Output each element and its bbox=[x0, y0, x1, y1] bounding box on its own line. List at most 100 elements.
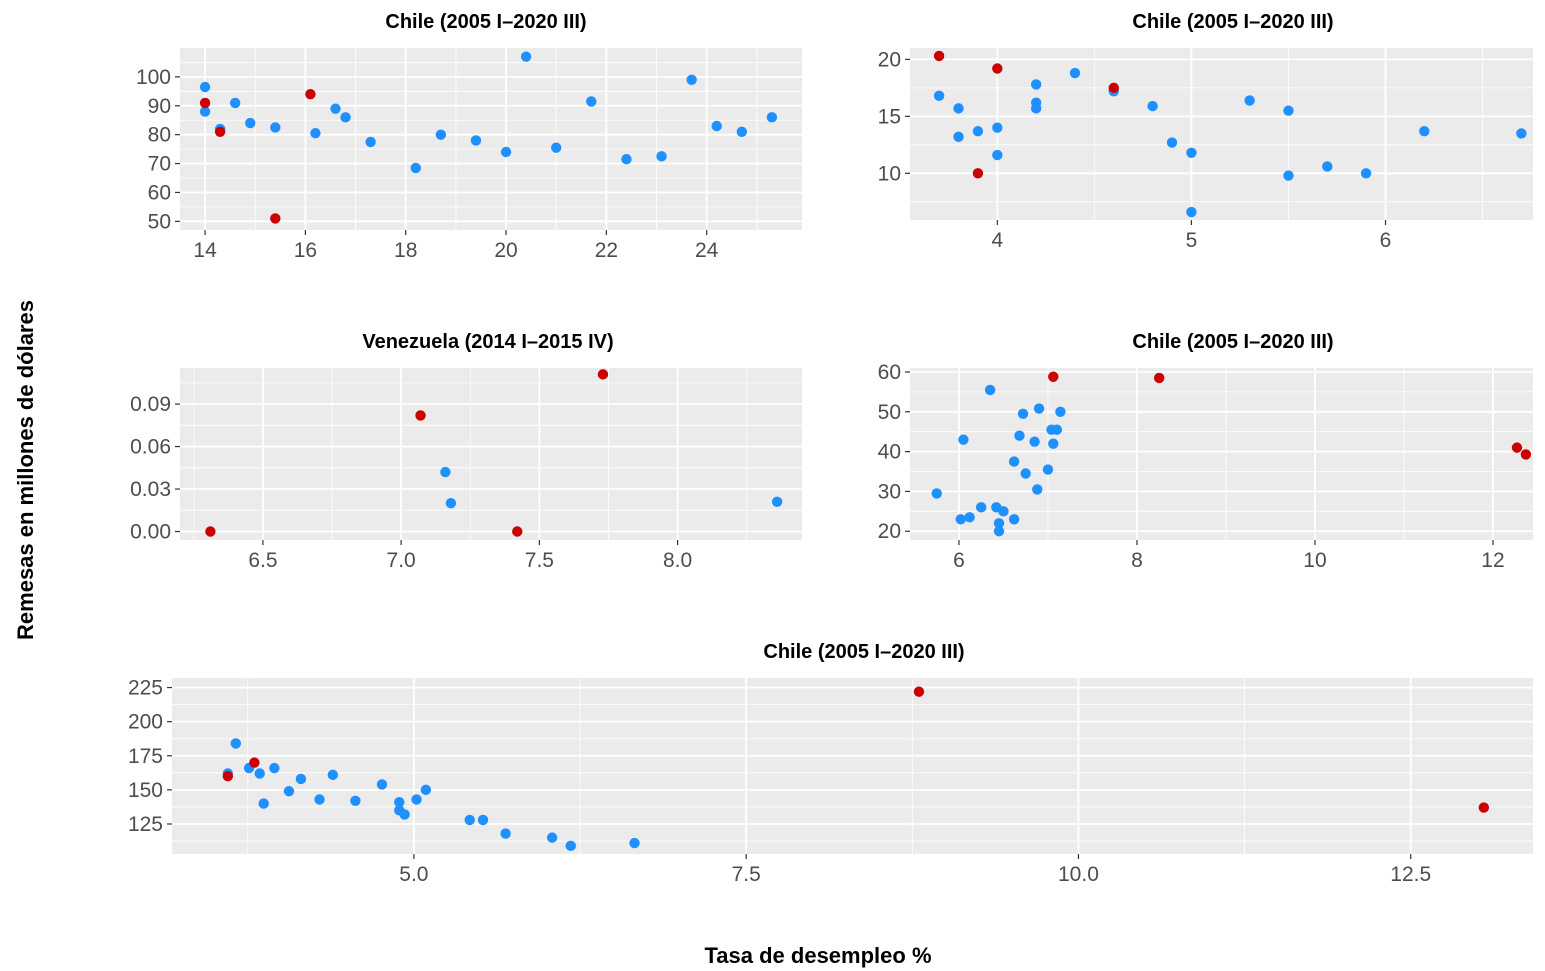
scatter-panel: 4 5 6 10 15 20 Chile (2005 I–2020 III) bbox=[878, 11, 1533, 252]
data-point-highlighted bbox=[597, 369, 609, 380]
data-point bbox=[230, 738, 241, 749]
data-point bbox=[254, 768, 265, 779]
data-point-highlighted bbox=[972, 168, 984, 179]
data-point-highlighted bbox=[913, 686, 925, 697]
scatter-panel: 5.0 7.5 10.0 12.5 125 150 175 200 225 Chile (2005… bbox=[128, 641, 1533, 886]
data-point bbox=[340, 112, 351, 123]
data-point-highlighted bbox=[1154, 372, 1165, 384]
data-point bbox=[350, 795, 361, 806]
data-point bbox=[1283, 170, 1294, 181]
y-tick-label: 60 bbox=[148, 181, 171, 204]
data-point bbox=[656, 151, 667, 162]
panel-background bbox=[180, 368, 802, 540]
x-axis-label: Tasa de desempleo % bbox=[704, 943, 931, 968]
y-tick-label: 40 bbox=[878, 441, 901, 464]
data-point bbox=[1147, 100, 1158, 112]
data-point bbox=[958, 434, 969, 445]
data-point bbox=[1042, 464, 1054, 475]
data-point bbox=[269, 762, 280, 774]
y-tick-label: 20 bbox=[878, 520, 901, 543]
data-point bbox=[327, 769, 339, 781]
data-point bbox=[520, 51, 532, 62]
x-tick-label: 6.5 bbox=[248, 549, 277, 572]
data-point-highlighted bbox=[205, 526, 216, 537]
x-tick-label: 5.0 bbox=[399, 863, 428, 886]
x-tick-label: 7.5 bbox=[525, 549, 554, 572]
data-point bbox=[993, 518, 1005, 529]
data-point-highlighted bbox=[1511, 442, 1523, 453]
data-point bbox=[1048, 438, 1059, 449]
data-point bbox=[993, 526, 1005, 537]
data-point bbox=[931, 488, 942, 499]
data-point bbox=[500, 828, 511, 839]
data-point bbox=[1419, 125, 1430, 137]
y-tick-label: 80 bbox=[148, 124, 171, 147]
data-point-highlighted bbox=[270, 213, 281, 224]
data-point bbox=[736, 126, 748, 137]
x-tick-label: 7.0 bbox=[387, 549, 416, 572]
data-point-highlighted bbox=[1048, 371, 1059, 382]
y-tick-label: 50 bbox=[148, 210, 171, 233]
data-point bbox=[1017, 408, 1029, 419]
y-tick-label: 0.06 bbox=[130, 436, 171, 459]
panel-title: Chile (2005 I–2020 III) bbox=[763, 641, 964, 663]
data-point bbox=[1030, 79, 1042, 90]
x-tick-label: 16 bbox=[294, 239, 317, 262]
data-point bbox=[976, 502, 987, 513]
data-point bbox=[955, 514, 966, 525]
x-tick-label: 8 bbox=[1131, 549, 1143, 572]
data-point bbox=[410, 162, 421, 174]
data-point bbox=[771, 496, 783, 507]
data-point bbox=[1014, 430, 1025, 441]
data-point bbox=[953, 103, 964, 114]
data-point bbox=[1008, 514, 1020, 525]
y-tick-label: 200 bbox=[128, 711, 163, 734]
data-point bbox=[586, 96, 597, 107]
y-tick-label: 100 bbox=[136, 66, 171, 89]
data-point bbox=[399, 809, 410, 820]
y-tick-label: 125 bbox=[128, 813, 163, 836]
data-point bbox=[953, 131, 964, 143]
x-tick-label: 12 bbox=[1481, 549, 1504, 572]
scatter-panel: 6.5 7.0 7.5 8.0 0.00 0.03 0.06 0.09 Venezuela (2… bbox=[130, 331, 802, 572]
data-point bbox=[1020, 468, 1031, 479]
y-tick-label: 15 bbox=[878, 105, 901, 128]
data-point bbox=[984, 384, 996, 396]
data-point bbox=[972, 125, 984, 137]
y-axis-label: Remesas en millones de dólares bbox=[13, 300, 38, 640]
x-tick-label: 22 bbox=[595, 239, 618, 262]
x-tick-label: 7.5 bbox=[732, 863, 761, 886]
data-point bbox=[394, 796, 405, 808]
data-point bbox=[686, 74, 697, 85]
y-tick-label: 150 bbox=[128, 779, 163, 802]
y-tick-label: 175 bbox=[128, 745, 163, 768]
data-point bbox=[1032, 484, 1043, 495]
data-point bbox=[621, 154, 632, 165]
data-point bbox=[1069, 67, 1081, 79]
data-point bbox=[1051, 424, 1063, 435]
x-tick-label: 10 bbox=[1303, 549, 1326, 572]
data-point bbox=[445, 497, 457, 509]
y-tick-label: 50 bbox=[878, 401, 901, 424]
data-point-highlighted bbox=[1478, 802, 1490, 813]
data-point bbox=[283, 786, 295, 797]
data-point bbox=[546, 832, 558, 843]
data-point-highlighted bbox=[933, 50, 945, 62]
data-point-highlighted bbox=[214, 126, 226, 137]
data-point bbox=[992, 122, 1003, 133]
data-point bbox=[270, 122, 281, 133]
data-point bbox=[310, 128, 321, 139]
data-point bbox=[1030, 103, 1042, 114]
panel-title: Venezuela (2014 I–2015 IV) bbox=[362, 331, 613, 353]
x-tick-label: 4 bbox=[991, 229, 1003, 252]
data-point bbox=[420, 784, 432, 796]
x-tick-label: 18 bbox=[394, 239, 417, 262]
data-point bbox=[330, 103, 341, 114]
data-point bbox=[1516, 128, 1527, 139]
data-point bbox=[477, 814, 489, 826]
data-point bbox=[1033, 403, 1045, 414]
data-point bbox=[1244, 95, 1255, 106]
data-point bbox=[766, 112, 778, 123]
data-point bbox=[365, 136, 376, 148]
x-tick-label: 8.0 bbox=[663, 549, 692, 572]
